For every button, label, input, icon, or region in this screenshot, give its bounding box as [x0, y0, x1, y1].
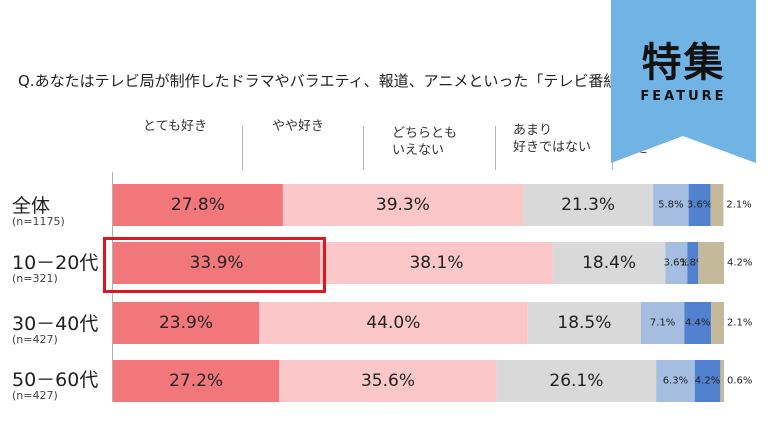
- row-label-30-40s: 30－40代 (n=427): [12, 314, 98, 346]
- bar-segment: [113, 302, 259, 344]
- header-label-very-like: とても好き: [143, 119, 207, 134]
- bar-segment: [684, 302, 712, 344]
- bar-segment: [688, 184, 711, 226]
- data-label: 27.8%: [171, 195, 225, 215]
- data-label: 7.1%: [650, 318, 675, 329]
- row-n-text: (n=321): [12, 272, 58, 285]
- data-label: 44.0%: [366, 313, 420, 333]
- data-label: 2.1%: [726, 200, 751, 211]
- bar-segment: [113, 184, 283, 226]
- data-label: 27.2%: [169, 371, 223, 391]
- data-label: 21.3%: [561, 195, 615, 215]
- bar-segment: [640, 302, 685, 344]
- bar-segment: [320, 242, 553, 284]
- data-label: 5.8%: [658, 200, 683, 211]
- row-label-50-60s: 50－60代 (n=427): [12, 370, 98, 402]
- row-label-all: 全体 (n=1175): [12, 196, 65, 228]
- bar-segment: [113, 360, 280, 402]
- bar-segment: [698, 242, 724, 284]
- row-label-text: 30－40代: [12, 313, 99, 335]
- bar-segment: [527, 302, 641, 344]
- data-label: 39.3%: [376, 195, 430, 215]
- category-axis-line: [112, 172, 113, 402]
- row-n-text: (n=1175): [12, 215, 65, 228]
- bar-segment: [282, 184, 523, 226]
- header-label-neutral: どちらとも いえない: [392, 126, 458, 158]
- bar-segment: [496, 360, 657, 402]
- highlight-box: [103, 237, 326, 293]
- header-label-not-much: あまり 好きではない: [513, 123, 592, 155]
- bar-segment: [711, 302, 724, 344]
- bar-segment: [279, 360, 497, 402]
- row-label-text: 全体: [12, 195, 51, 217]
- header-divider: [242, 126, 243, 170]
- row-label-10-20s: 10－20代 (n=321): [12, 253, 98, 285]
- data-label: 26.1%: [549, 371, 603, 391]
- header-divider: [363, 126, 364, 170]
- data-label: 18.4%: [582, 253, 636, 273]
- data-label: 2.1%: [727, 318, 752, 329]
- bar-segment: [720, 360, 724, 402]
- data-label: 38.1%: [409, 253, 463, 273]
- bar-segment: [687, 242, 699, 284]
- data-label: 0.6%: [727, 376, 752, 387]
- data-label: 4.2%: [727, 258, 752, 269]
- bar-segment: [665, 242, 688, 284]
- data-label: 3.6%: [687, 200, 712, 211]
- bar-segment: [523, 184, 654, 226]
- badge-subtitle: FEATURE: [640, 89, 727, 104]
- row-label-text: 50－60代: [12, 369, 99, 391]
- bar-segment: [552, 242, 666, 284]
- row-label-text: 10－20代: [12, 252, 99, 274]
- feature-badge: [611, 0, 756, 163]
- data-label: 1.8%: [680, 258, 705, 269]
- row-n-text: (n=427): [12, 333, 58, 346]
- question-text: Q.あなたはテレビ局が制作したドラマやバラエティ、報道、アニメといった「テレビ番…: [18, 72, 634, 90]
- bar-segment: [694, 360, 721, 402]
- data-label: 4.4%: [685, 318, 710, 329]
- data-label: 3.6%: [664, 258, 689, 269]
- header-label-somewhat-like: やや好き: [272, 119, 325, 134]
- bar-segment: [653, 184, 689, 226]
- header-divider: [495, 126, 496, 170]
- data-label: 18.5%: [557, 313, 611, 333]
- bar-segment: [710, 184, 724, 226]
- bar-segment: [656, 360, 695, 402]
- data-label: 23.9%: [159, 313, 213, 333]
- data-label: 33.9%: [190, 253, 244, 273]
- data-label: 35.6%: [361, 371, 415, 391]
- data-label: 6.3%: [663, 376, 688, 387]
- data-label: 4.2%: [695, 376, 720, 387]
- row-n-text: (n=427): [12, 389, 58, 402]
- bar-segment: [113, 242, 321, 284]
- badge-title: 特集: [641, 40, 726, 86]
- bar-segment: [259, 302, 528, 344]
